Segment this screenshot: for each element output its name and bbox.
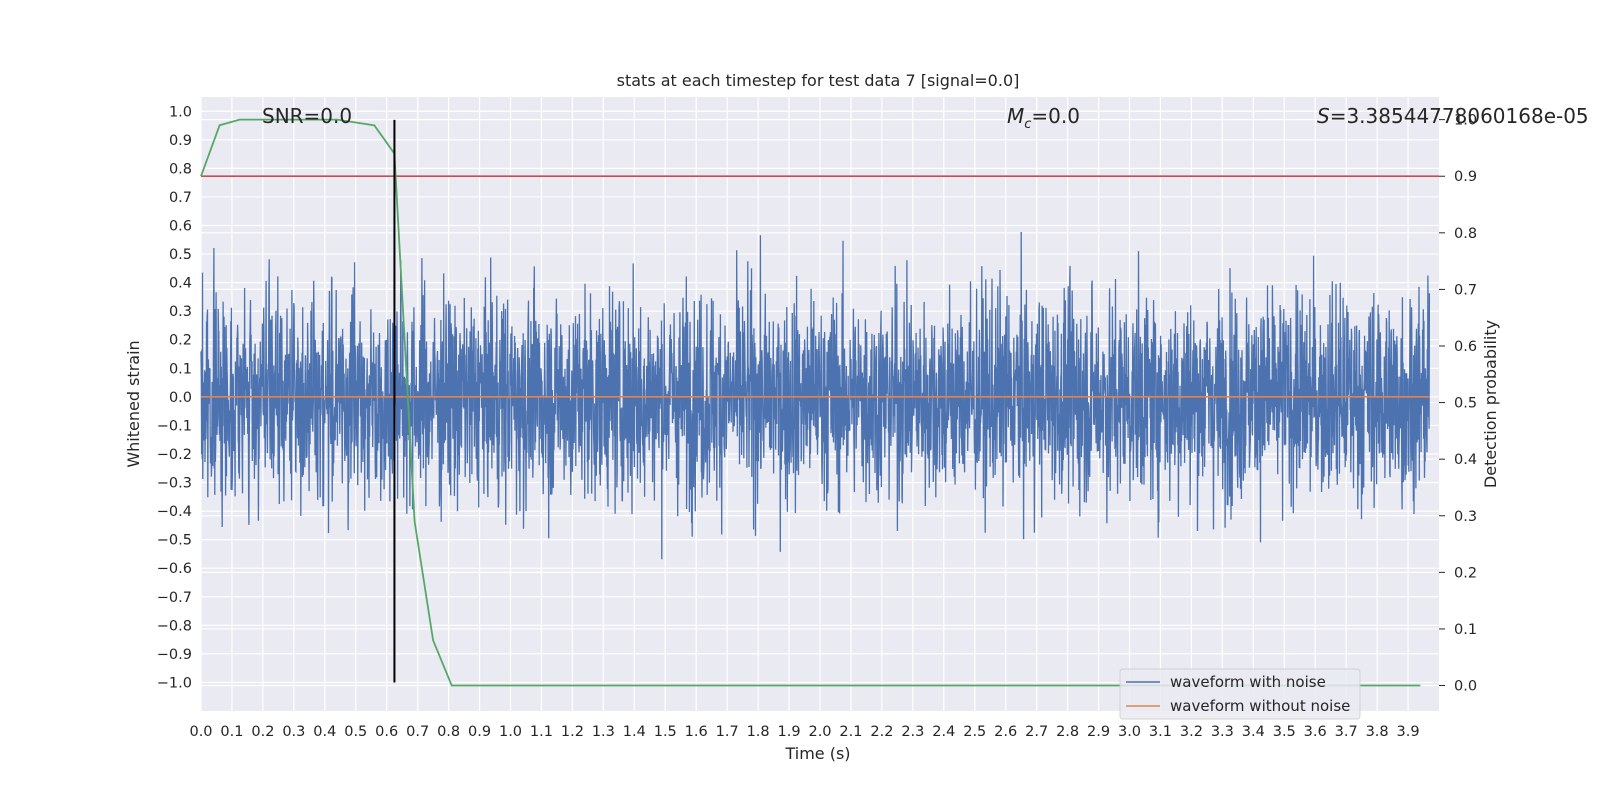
x-tick-label: 0.2 [251, 724, 274, 740]
x-tick-label: 0.1 [220, 724, 243, 740]
y2-tick-label: 0.4 [1454, 452, 1477, 468]
x-tick-label: 2.6 [994, 724, 1017, 740]
y-tick-label: 0.6 [169, 219, 192, 235]
y-tick-label: 0.0 [169, 390, 192, 406]
series-layer [200, 118, 1439, 687]
y2-tick-label: 0.6 [1454, 339, 1477, 355]
y-tick-label: −0.2 [157, 447, 192, 463]
x-tick-label: 1.1 [530, 724, 553, 740]
y-tick-label: 0.2 [169, 333, 192, 349]
y2-tick-label: 1.0 [1454, 113, 1477, 129]
y2-axis-label: Detection probability [1481, 320, 1500, 488]
x-tick-label: 1.9 [778, 724, 801, 740]
legend: waveform with noise waveform without noi… [1119, 668, 1361, 720]
x-tick-label: 2.5 [963, 724, 986, 740]
x-tick-label: 2.1 [839, 724, 862, 740]
x-tick-label: 1.0 [499, 724, 522, 740]
x-tick-label: 1.8 [747, 724, 770, 740]
s-annotation: S=3.38544778060168e-05 [1317, 104, 1589, 128]
x-tick-label: 0.6 [375, 724, 398, 740]
y-tick-label: −0.5 [157, 533, 192, 549]
y-tick-label: 0.9 [169, 133, 192, 149]
x-tick-label: 1.6 [685, 724, 708, 740]
y-tick-label: 0.1 [169, 361, 192, 377]
mc-value: =0.0 [1031, 104, 1080, 128]
mc-symbol: M [1007, 104, 1024, 128]
y-tick-label: 1.0 [169, 104, 192, 120]
x-axis-label: Time (s) [784, 744, 850, 763]
y2-tick-label: 0.7 [1454, 282, 1477, 298]
y-tick-label: −0.6 [157, 561, 192, 577]
y-tick-label: 0.7 [169, 190, 192, 206]
y-tick-label: −0.1 [157, 418, 192, 434]
x-tick-label: 3.2 [1180, 724, 1203, 740]
x-tick-label: 0.7 [406, 724, 429, 740]
y-tick-label: −0.4 [157, 504, 192, 520]
axes-layer: 0.0 0.1 0.2 0.3 0.4 0.5 0.6 0.7 0.8 0.9 1.0 1.1 1.2 1… [157, 104, 1477, 740]
x-tick-label: 3.4 [1242, 724, 1265, 740]
series-detection-probability [200, 118, 1421, 687]
snr-annotation: SNR=0.0 [262, 104, 352, 128]
y2-tick-label: 0.1 [1454, 622, 1477, 638]
x-tick-label: 3.6 [1304, 724, 1327, 740]
y-tick-label: −0.3 [157, 476, 192, 492]
x-tick-label: 1.7 [716, 724, 739, 740]
mc-subscript: c [1024, 117, 1031, 132]
y-axis-label: Whitened strain [124, 340, 143, 467]
chart-title: stats at each timestep for test data 7 [… [617, 71, 1020, 90]
x-tick-label: 2.8 [1056, 724, 1079, 740]
s-symbol: S [1317, 104, 1330, 128]
x-tick-label: 1.4 [623, 724, 646, 740]
x-tick-label: 3.5 [1273, 724, 1296, 740]
x-tick-label: 2.0 [808, 724, 831, 740]
x-tick-label: 3.8 [1366, 724, 1389, 740]
x-tick-label: 2.9 [1087, 724, 1110, 740]
x-tick-label: 0.0 [189, 724, 212, 740]
legend-label-noise: waveform with noise [1170, 673, 1326, 691]
y2-tick-label: 0.0 [1454, 679, 1477, 695]
x-tick-label: 3.1 [1149, 724, 1172, 740]
y2-tick-label: 0.8 [1454, 226, 1477, 242]
x-tick-label: 0.5 [344, 724, 367, 740]
x-tick-label: 2.3 [901, 724, 924, 740]
mc-annotation: Mc=0.0 [1007, 104, 1080, 132]
s-value: =3.38544778060168e-05 [1330, 104, 1589, 128]
y-tick-label: −0.8 [157, 618, 192, 634]
y-tick-label: −1.0 [157, 675, 192, 691]
x-tick-label: 1.3 [592, 724, 615, 740]
x-tick-label: 0.9 [468, 724, 491, 740]
y2-tick-label: 0.9 [1454, 169, 1477, 185]
x-tick-label: 3.7 [1335, 724, 1358, 740]
x-tick-label: 0.4 [313, 724, 336, 740]
x-tick-label: 1.2 [561, 724, 584, 740]
x-tick-label: 3.3 [1211, 724, 1234, 740]
x-tick-label: 2.4 [932, 724, 955, 740]
y-tick-label: 0.5 [169, 247, 192, 263]
y-tick-label: −0.9 [157, 647, 192, 663]
legend-label-clean: waveform without noise [1170, 697, 1350, 715]
y-tick-label: 0.4 [169, 276, 192, 292]
series-waveform-with-noise [200, 231, 1431, 560]
x-tick-label: 3.0 [1118, 724, 1141, 740]
x-tick-label: 1.5 [654, 724, 677, 740]
y2-tick-label: 0.2 [1454, 565, 1477, 581]
x-tick-label: 2.2 [870, 724, 893, 740]
y-tick-label: −0.7 [157, 590, 192, 606]
x-tick-label: 3.9 [1397, 724, 1420, 740]
y2-tick-label: 0.3 [1454, 509, 1477, 525]
y2-tick-label: 0.5 [1454, 396, 1477, 412]
x-tick-label: 0.3 [282, 724, 305, 740]
y-tick-label: 0.8 [169, 161, 192, 177]
x-tick-label: 2.7 [1025, 724, 1048, 740]
y-tick-label: 0.3 [169, 304, 192, 320]
x-tick-label: 0.8 [437, 724, 460, 740]
